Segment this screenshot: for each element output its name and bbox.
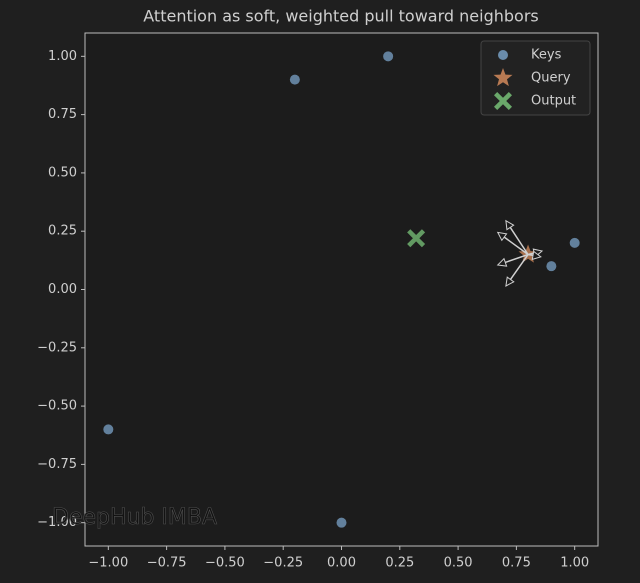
arrow bbox=[496, 231, 529, 256]
arrow-head bbox=[505, 276, 515, 287]
arrow bbox=[496, 253, 529, 267]
arrow bbox=[505, 254, 529, 287]
point bbox=[289, 74, 300, 85]
arrow bbox=[505, 219, 529, 255]
chart-title: Attention as soft, weighted pull toward … bbox=[143, 7, 538, 26]
arrow-shaft bbox=[527, 253, 534, 257]
legend-label: Query bbox=[531, 71, 571, 86]
watermark: DeepHub IMBA bbox=[52, 505, 217, 530]
x-tick-label: −0.50 bbox=[205, 556, 245, 571]
arrow-head bbox=[505, 219, 515, 231]
y-tick-label: −0.75 bbox=[37, 457, 77, 472]
arrow-shaft bbox=[503, 236, 529, 256]
arrow-shaft bbox=[505, 253, 529, 264]
point bbox=[546, 261, 557, 272]
x-tick-label: −0.75 bbox=[147, 556, 187, 571]
x-tick-label: 0.00 bbox=[327, 556, 356, 571]
x-tick-label: −0.25 bbox=[263, 556, 303, 571]
plot-area bbox=[84, 32, 599, 547]
y-tick-label: 0.50 bbox=[48, 165, 77, 180]
x-tick-label: −1.00 bbox=[88, 556, 128, 571]
x-tick-label: 0.50 bbox=[444, 556, 473, 571]
x-tick-label: 0.25 bbox=[385, 556, 414, 571]
point bbox=[103, 424, 114, 435]
y-tick-label: −1.00 bbox=[37, 515, 77, 530]
y-tick-label: 0.25 bbox=[48, 224, 77, 239]
legend-marker bbox=[498, 50, 508, 60]
y-tick-label: 1.00 bbox=[48, 49, 77, 64]
x-tick-label: 0.75 bbox=[502, 556, 531, 571]
legend-marker bbox=[493, 68, 513, 87]
arrow-head bbox=[496, 257, 508, 267]
point bbox=[336, 517, 347, 528]
arrow-shaft bbox=[509, 226, 529, 255]
legend-label: Output bbox=[531, 94, 576, 109]
y-tick-label: −0.25 bbox=[37, 340, 77, 355]
arrow-shaft bbox=[509, 254, 529, 280]
point bbox=[569, 237, 580, 248]
legend-label: Keys bbox=[531, 48, 562, 63]
legend-marker bbox=[494, 92, 512, 110]
arrow bbox=[527, 250, 542, 261]
y-tick-label: 0.00 bbox=[48, 282, 77, 297]
arrow-head bbox=[531, 250, 542, 261]
y-tick-label: 0.75 bbox=[48, 107, 77, 122]
point bbox=[407, 229, 426, 248]
x-tick-label: 1.00 bbox=[560, 556, 589, 571]
point bbox=[383, 51, 394, 62]
arrow-head bbox=[496, 231, 508, 242]
y-tick-label: −0.50 bbox=[37, 399, 77, 414]
